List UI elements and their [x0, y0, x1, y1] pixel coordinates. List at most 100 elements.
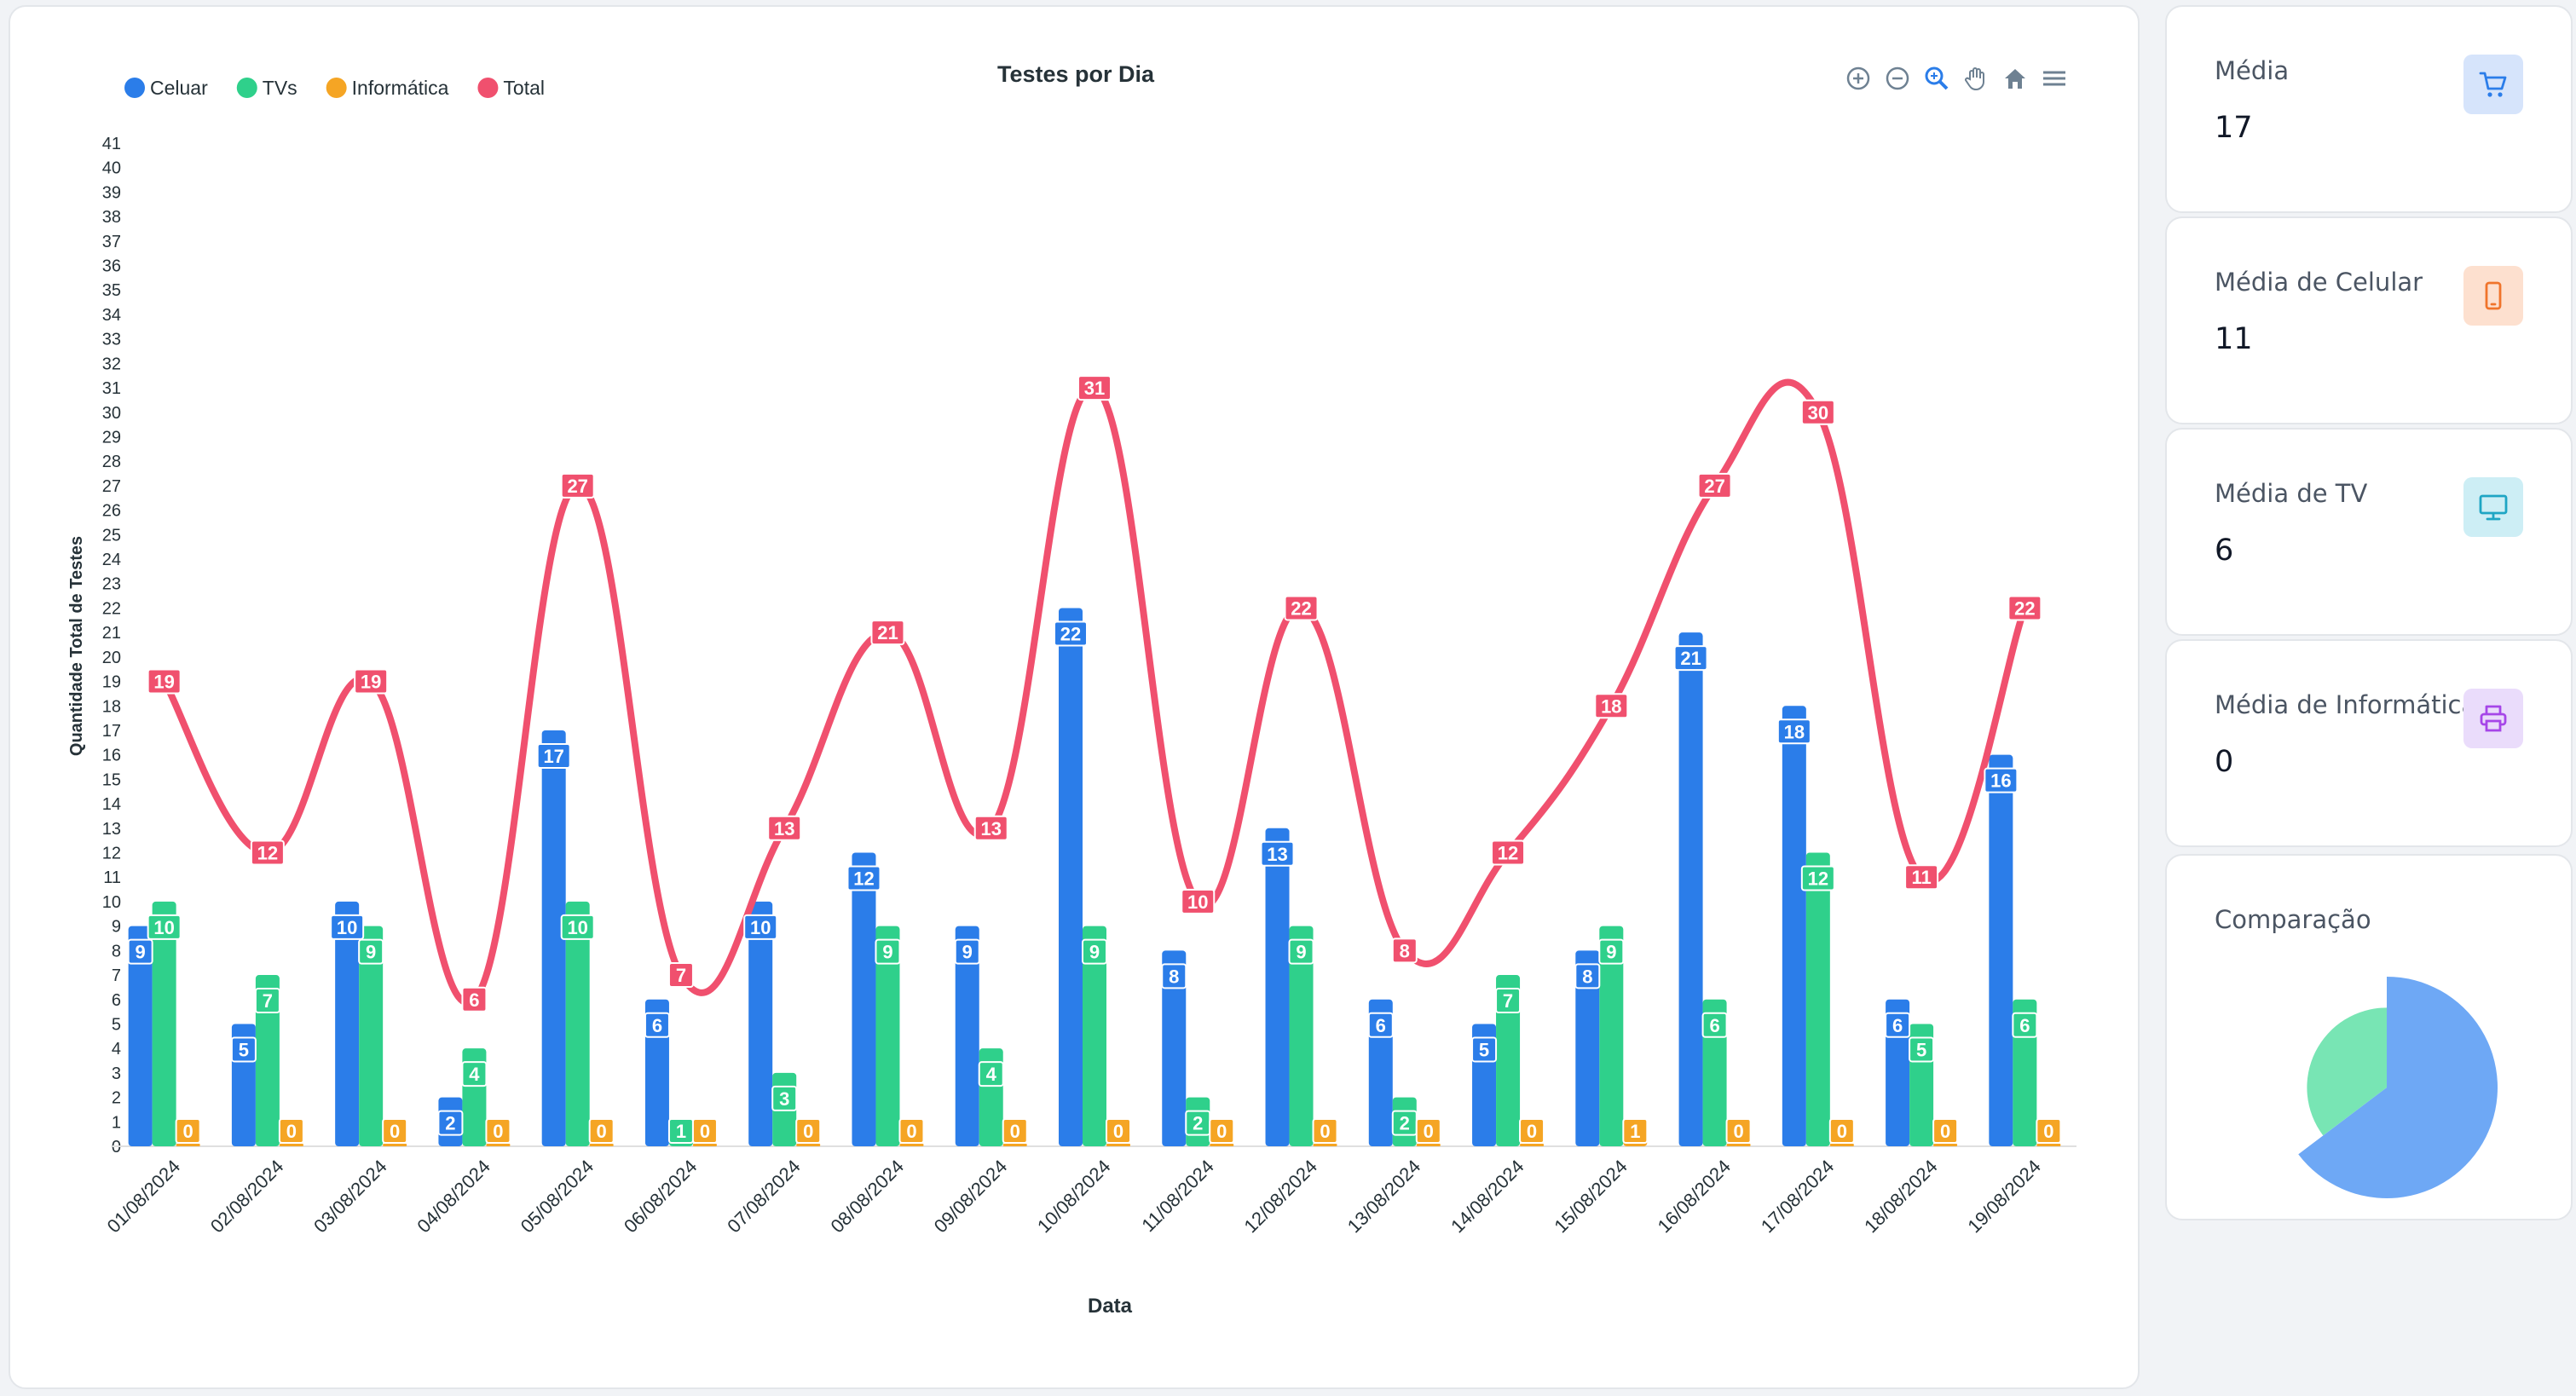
data-label-box — [1415, 1118, 1441, 1144]
data-label-text: 6 — [1376, 1015, 1386, 1036]
comparison-label: Comparação — [2215, 905, 2371, 934]
y-tick-label: 18 — [102, 697, 121, 716]
bar-tvs — [255, 975, 280, 1146]
bar-celuar — [541, 730, 566, 1146]
data-label-text: 11 — [1911, 867, 1931, 888]
data-label-informatica: 0 — [691, 1118, 718, 1144]
data-label-box — [461, 986, 488, 1012]
data-label-text: 0 — [1113, 1121, 1123, 1142]
y-tick-label: 24 — [102, 551, 121, 569]
data-label-text: 9 — [962, 942, 973, 963]
bar-celuar — [852, 852, 876, 1146]
y-tick-label: 28 — [102, 453, 121, 471]
x-tick-label: 01/08/2024 — [103, 1156, 185, 1237]
data-label-box — [330, 914, 365, 940]
data-label-box — [691, 1118, 718, 1144]
stat-label: Média de TV — [2215, 479, 2368, 508]
home-reset-icon[interactable] — [2000, 63, 2030, 94]
bar-celuar — [1678, 632, 1703, 1146]
zoom-select-icon[interactable] — [1921, 63, 1952, 94]
data-label-box — [588, 1118, 615, 1144]
data-label-box — [870, 620, 905, 646]
data-label-box — [875, 938, 901, 965]
y-tick-label: 22 — [102, 599, 121, 618]
data-label-celuar: 9 — [954, 938, 980, 965]
zoom-out-icon[interactable] — [1882, 63, 1913, 94]
data-label-box — [485, 1118, 511, 1144]
y-tick-label: 39 — [102, 183, 121, 202]
data-label-text: 21 — [877, 622, 898, 643]
data-label-text: 22 — [2014, 597, 2035, 619]
chart-title: Testes por Dia — [997, 61, 1155, 87]
legend-label: Celuar — [150, 77, 208, 99]
data-label-total: 12 — [1491, 839, 1526, 866]
data-label-box — [1491, 839, 1526, 866]
data-label-box — [1932, 1118, 1959, 1144]
data-label-celuar: 5 — [1471, 1036, 1498, 1063]
data-label-text: 10 — [750, 917, 771, 938]
menu-icon[interactable] — [2039, 63, 2070, 94]
data-label-text: 10 — [1187, 891, 1208, 913]
y-tick-label: 37 — [102, 233, 121, 251]
data-label-total: 30 — [1800, 399, 1835, 425]
legend-label: Total — [503, 77, 545, 99]
bar-informatica — [899, 1144, 924, 1146]
bar-tvs — [1805, 852, 1830, 1146]
bar-informatica — [279, 1144, 303, 1146]
data-label-total: 12 — [250, 839, 285, 866]
y-tick-label: 25 — [102, 526, 121, 545]
data-label-box — [382, 1118, 408, 1144]
data-label-celuar: 17 — [536, 742, 571, 769]
stat-value: 6 — [2215, 534, 2234, 568]
data-label-text: 0 — [1424, 1121, 1434, 1142]
legend-item-tvs[interactable]: TVs — [236, 77, 297, 99]
legend-item-total[interactable]: Total — [477, 77, 545, 99]
data-label-tvs: 1 — [667, 1118, 694, 1144]
stat-label: Média de Celular — [2215, 268, 2423, 297]
data-label-informatica: 0 — [1002, 1118, 1028, 1144]
bar-tvs — [359, 926, 384, 1146]
data-label-box — [230, 1036, 257, 1063]
legend-item-celuar[interactable]: Celuar — [124, 77, 208, 99]
legend-marker — [236, 78, 257, 98]
legend-item-informatica[interactable]: Informática — [326, 77, 449, 99]
y-tick-label: 10 — [102, 893, 121, 912]
data-label-celuar: 9 — [127, 938, 153, 965]
data-label-text: 9 — [136, 942, 146, 963]
y-tick-label: 32 — [102, 355, 121, 373]
bar-celuar — [1575, 950, 1600, 1146]
y-tick-label: 30 — [102, 404, 121, 423]
y-tick-label: 29 — [102, 428, 121, 447]
data-label-box — [1312, 1118, 1338, 1144]
data-label-text: 27 — [1704, 476, 1724, 497]
data-label-informatica: 0 — [588, 1118, 615, 1144]
data-label-total: 7 — [667, 962, 694, 989]
stat-value: 17 — [2215, 111, 2253, 145]
data-label-total: 6 — [461, 986, 488, 1012]
pan-hand-icon[interactable] — [1961, 63, 1991, 94]
y-tick-label: 34 — [102, 306, 121, 325]
bar-informatica — [1002, 1144, 1027, 1146]
data-label-informatica: 0 — [278, 1118, 304, 1144]
data-label-text: 10 — [153, 917, 174, 938]
chart-card: Testes por Dia Data Quantidade Total de … — [9, 5, 2140, 1389]
data-label-text: 1 — [1630, 1121, 1640, 1142]
testes-por-dia-chart: Testes por Dia Data Quantidade Total de … — [67, 61, 2076, 1318]
data-label-text: 0 — [1837, 1121, 1847, 1142]
data-label-tvs: 6 — [2012, 1012, 2038, 1038]
y-tick-label: 23 — [102, 575, 121, 594]
legend-marker — [326, 78, 347, 98]
y-tick-label: 15 — [102, 770, 121, 789]
data-label-box — [846, 865, 881, 891]
data-label-text: 2 — [1400, 1113, 1410, 1134]
zoom-in-icon[interactable] — [1843, 63, 1874, 94]
data-label-informatica: 0 — [1519, 1118, 1545, 1144]
data-label-celuar: 22 — [1054, 620, 1088, 647]
data-label-total: 22 — [1284, 595, 1319, 621]
data-label-text: 0 — [700, 1121, 710, 1142]
x-tick-label: 05/08/2024 — [517, 1156, 598, 1237]
data-label-text: 27 — [567, 476, 587, 497]
data-label-total: 10 — [1181, 888, 1216, 914]
data-label-text: 16 — [1990, 770, 2011, 792]
data-label-tvs: 12 — [1800, 865, 1835, 891]
